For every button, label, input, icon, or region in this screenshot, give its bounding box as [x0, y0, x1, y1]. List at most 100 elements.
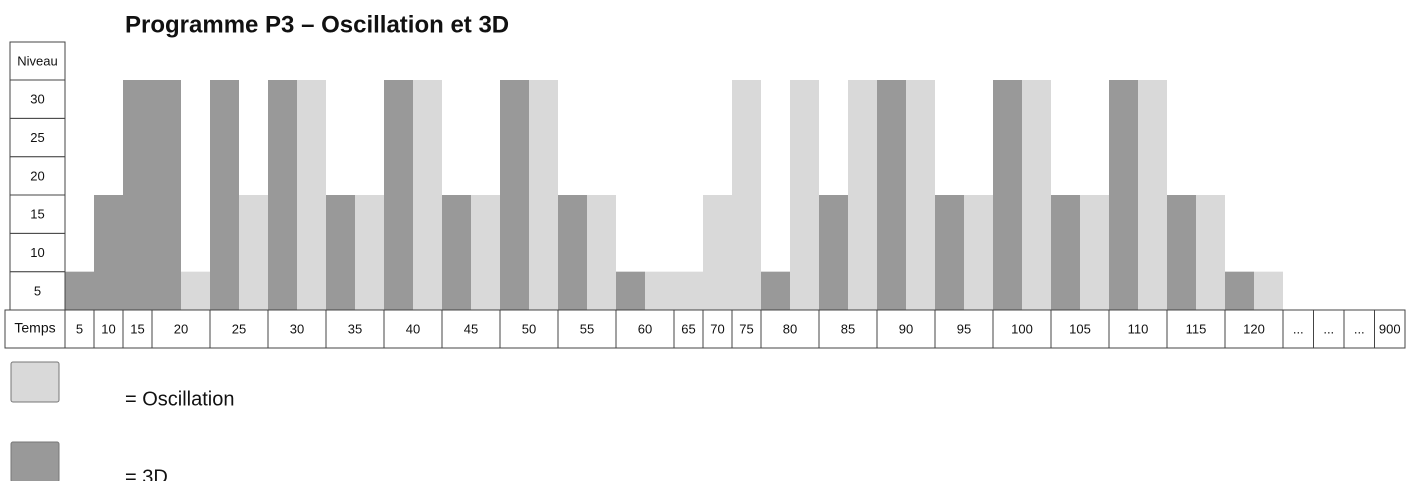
y-tick-cell — [9, 156, 66, 196]
y-tick-cell — [9, 79, 66, 119]
bar — [65, 271, 94, 310]
x-tick-label: 10 — [101, 321, 115, 336]
bar — [674, 271, 703, 310]
x-tick-cell — [267, 309, 327, 349]
bar — [906, 80, 935, 310]
bar — [181, 271, 210, 310]
bar — [1138, 80, 1167, 310]
y-tick-cell — [9, 117, 66, 158]
bar — [1225, 271, 1254, 310]
x-tick-label: 55 — [580, 321, 594, 336]
bar — [993, 80, 1022, 310]
x-tick-label: 15 — [130, 321, 144, 336]
bar — [877, 80, 906, 310]
y-tick-label: 10 — [30, 245, 44, 260]
x-tick-cell — [818, 309, 878, 349]
bar — [152, 80, 181, 310]
x-tick-label: 85 — [841, 321, 855, 336]
x-tick-label: 35 — [348, 321, 362, 336]
bar — [326, 195, 355, 310]
x-tick-label: 100 — [1011, 321, 1033, 336]
bar — [123, 80, 152, 310]
x-tick-label: 25 — [232, 321, 246, 336]
x-tick-cell — [557, 309, 617, 349]
x-tick-cell — [441, 309, 501, 349]
bar — [471, 195, 500, 310]
y-axis-label: Niveau — [17, 53, 57, 68]
x-tick-cell — [209, 309, 269, 349]
x-axis-label: Temps — [14, 320, 55, 336]
bar — [964, 195, 993, 310]
x-tick-cell — [934, 309, 994, 349]
x-tick-label: 105 — [1069, 321, 1091, 336]
bar — [94, 195, 123, 310]
bar — [297, 80, 326, 310]
x-tick-label: 95 — [957, 321, 971, 336]
bar — [819, 195, 848, 310]
bar — [355, 195, 384, 310]
x-tick-cell — [615, 309, 675, 349]
x-tick-label: 65 — [681, 321, 695, 336]
y-tick-label: 5 — [34, 283, 41, 298]
chart-title: Programme P3 – Oscillation et 3D — [125, 11, 509, 38]
x-tick-label: 5 — [76, 321, 83, 336]
x-tick-cell — [992, 309, 1052, 349]
bar — [645, 271, 674, 310]
x-tick-label: 70 — [710, 321, 724, 336]
x-tick-label: ... — [1293, 321, 1304, 336]
bar — [761, 271, 790, 310]
x-tick-label: 80 — [783, 321, 797, 336]
y-tick-label: 25 — [30, 130, 44, 145]
y-tick-label: 30 — [30, 92, 44, 107]
bar — [703, 195, 732, 310]
x-tick-cell — [731, 309, 762, 349]
bar — [732, 80, 761, 310]
y-tick-cell — [9, 271, 66, 311]
x-tick-label: 900 — [1379, 321, 1401, 336]
x-tick-cell — [702, 309, 733, 349]
bar — [413, 80, 442, 310]
x-tick-label: ... — [1354, 321, 1365, 336]
x-tick-label: 115 — [1186, 321, 1207, 336]
x-tick-label: 50 — [522, 321, 536, 336]
bar — [442, 195, 471, 310]
x-label-cell — [4, 309, 66, 349]
bar — [210, 80, 239, 310]
legend-swatch — [10, 441, 60, 481]
x-tick-cell — [1166, 309, 1226, 349]
y-tick-cell — [9, 194, 66, 234]
bar — [558, 195, 587, 310]
bar — [1254, 271, 1283, 310]
bar — [239, 195, 268, 310]
x-tick-label: 75 — [739, 321, 753, 336]
x-tick-label: 30 — [290, 321, 304, 336]
legend-label: = 3D — [125, 466, 168, 481]
x-tick-label: 40 — [406, 321, 420, 336]
bar — [616, 271, 645, 310]
bar — [1109, 80, 1138, 310]
bar — [1022, 80, 1051, 310]
x-tick-cell — [1050, 309, 1110, 349]
y-label-cell — [9, 41, 66, 81]
x-tick-label: 90 — [899, 321, 913, 336]
y-tick-label: 15 — [30, 207, 44, 222]
x-tick-cell — [673, 309, 704, 349]
bar — [268, 80, 297, 310]
x-tick-cell — [151, 309, 211, 349]
bar — [1080, 195, 1109, 310]
bar — [935, 195, 964, 310]
bar — [587, 195, 616, 310]
legend-swatch — [10, 361, 60, 403]
bar — [848, 80, 877, 310]
bar — [1167, 195, 1196, 310]
x-tick-cell — [499, 309, 559, 349]
x-tick-cell — [1343, 309, 1375, 349]
x-tick-cell — [383, 309, 443, 349]
y-tick-label: 20 — [30, 168, 44, 183]
x-tick-label: 45 — [464, 321, 478, 336]
x-tick-label: 20 — [174, 321, 188, 336]
bar — [500, 80, 529, 310]
bar — [529, 80, 558, 310]
bar — [1051, 195, 1080, 310]
